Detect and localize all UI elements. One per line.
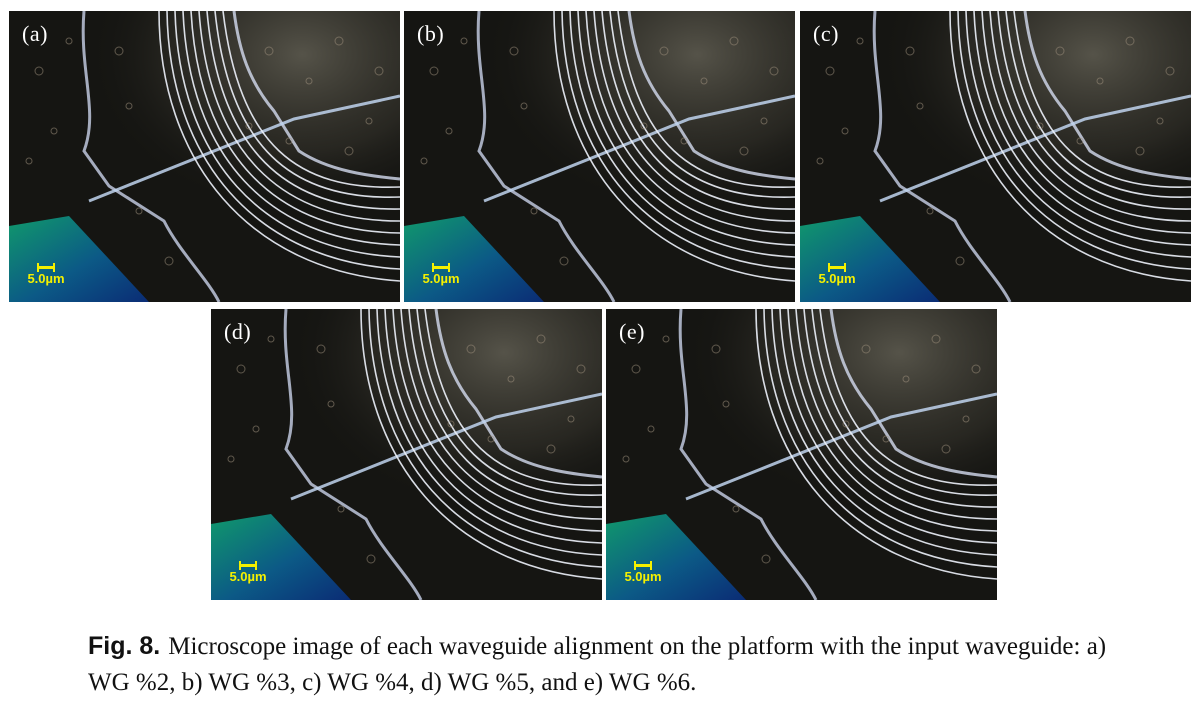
scale-bar: 5.0µm — [419, 263, 463, 286]
figure-number: Fig. 8. — [88, 632, 161, 660]
figure-caption: Fig. 8. Microscope image of each waveguid… — [88, 628, 1118, 701]
scale-bar-label: 5.0µm — [229, 569, 267, 584]
scale-bar-icon — [634, 561, 652, 570]
scale-bar-label: 5.0µm — [624, 569, 662, 584]
panel-label: (d) — [224, 319, 252, 344]
panel-label: (e) — [619, 319, 645, 344]
scale-bar-icon — [828, 263, 846, 272]
microscope-image — [404, 11, 795, 302]
scale-bar: 5.0µm — [24, 263, 68, 286]
scale-bar-label: 5.0µm — [422, 271, 460, 286]
microscope-image — [800, 11, 1191, 302]
figure-panel-b: (b) 5.0µm — [404, 11, 795, 302]
figure-panel-e: (e) 5.0µm — [606, 309, 997, 600]
scale-bar: 5.0µm — [621, 561, 665, 584]
figure-panel-d: (d) 5.0µm — [211, 309, 602, 600]
scale-bar-label: 5.0µm — [818, 271, 856, 286]
panel-label: (a) — [22, 21, 48, 46]
scale-bar-label: 5.0µm — [27, 271, 65, 286]
figure-panel-a: (a) 5.0µm — [9, 11, 400, 302]
scale-bar: 5.0µm — [815, 263, 859, 286]
caption-text: Microscope image of each waveguide align… — [88, 633, 1107, 696]
panel-label: (c) — [813, 21, 839, 46]
scale-bar-icon — [37, 263, 55, 272]
scale-bar-icon — [239, 561, 257, 570]
figure-panel-c: (c) 5.0µm — [800, 11, 1191, 302]
microscope-image — [211, 309, 602, 600]
scale-bar-icon — [432, 263, 450, 272]
panel-label: (b) — [417, 21, 445, 46]
microscope-image — [606, 309, 997, 600]
scale-bar: 5.0µm — [226, 561, 270, 584]
microscope-image — [9, 11, 400, 302]
